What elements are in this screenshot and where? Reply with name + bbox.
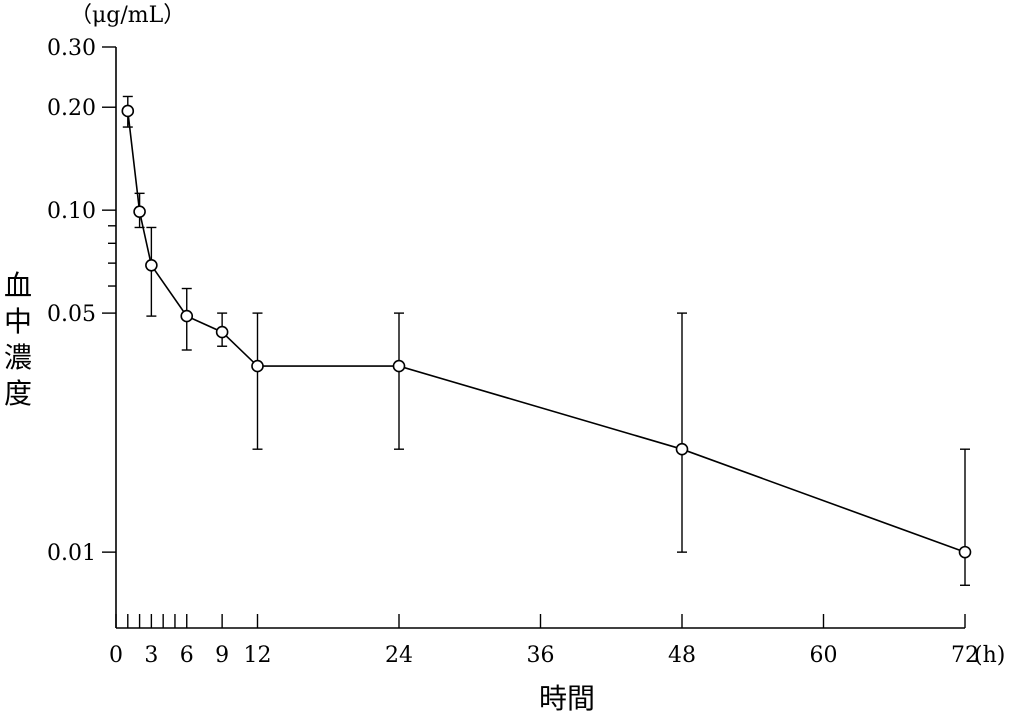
data-point	[180, 309, 194, 323]
y-tick-label: 0.01	[47, 541, 96, 566]
x-tick-label: 48	[668, 643, 696, 668]
data-point	[958, 545, 972, 559]
data-point	[392, 359, 406, 373]
x-tick-label: 6	[180, 643, 194, 668]
x-tick-label: 72	[951, 643, 979, 668]
y-axis-title-char: 度	[4, 377, 32, 410]
data-point	[251, 359, 264, 373]
y-axis-title-char: 濃	[4, 341, 32, 374]
x-tick-label: 24	[385, 643, 413, 668]
data-point	[675, 442, 689, 456]
data-point	[121, 104, 135, 118]
x-tick-label: 36	[527, 643, 555, 668]
y-tick-label: 0.20	[47, 96, 96, 121]
y-axis-title-char: 血	[4, 269, 32, 302]
x-unit-label: (h)	[974, 643, 1005, 668]
y-axis-title-char: 中	[4, 305, 32, 338]
y-tick-label: 0.30	[47, 36, 96, 61]
data-point	[145, 258, 158, 272]
x-tick-label: 9	[215, 643, 229, 668]
data-point	[133, 205, 146, 218]
series-line	[126, 110, 966, 553]
x-tick-label: 3	[144, 643, 158, 668]
x-ticks: 0 3 6 9 12 24 36 48 60 72	[109, 614, 979, 668]
y-unit-label: （μg/mL）	[70, 3, 185, 28]
data-point	[215, 325, 229, 339]
y-tick-label: 0.05	[47, 302, 96, 327]
x-tick-label: 60	[810, 643, 838, 668]
x-axis-title: 時間	[539, 682, 595, 715]
axes	[115, 47, 965, 629]
x-tick-label: 0	[109, 643, 123, 668]
series-layer	[121, 95, 972, 586]
x-tick-label: 12	[244, 643, 272, 668]
y-ticks: 0.30 0.20 0.10 0.05 0.01	[47, 36, 116, 566]
y-tick-label: 0.10	[47, 199, 96, 224]
